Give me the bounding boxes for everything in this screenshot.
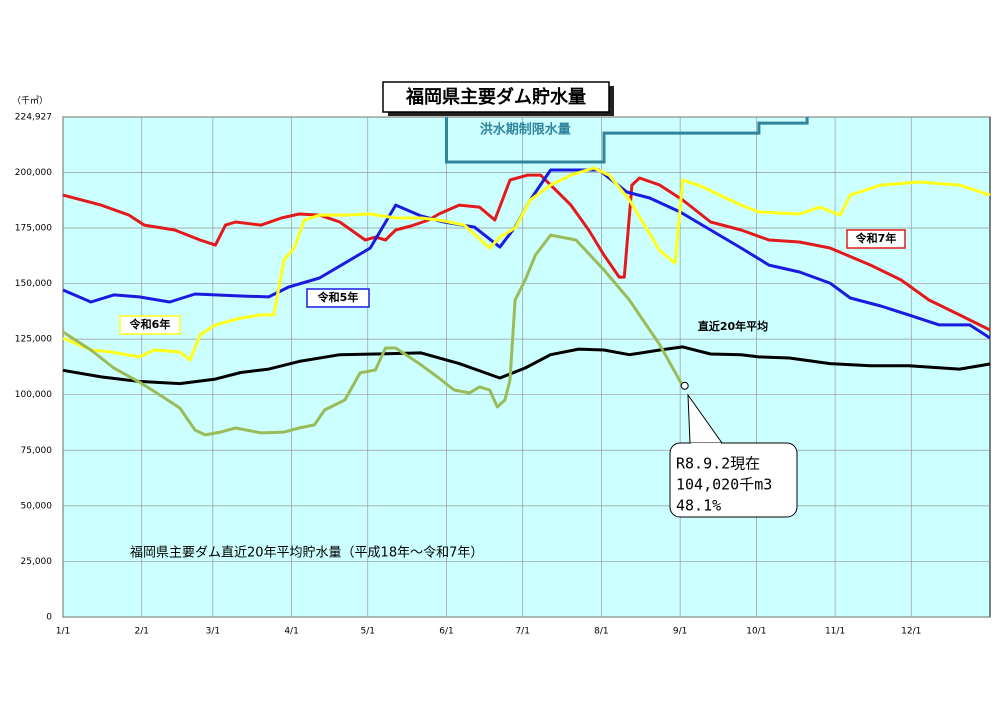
y-tick-label: 100,000 <box>15 390 52 400</box>
series-line <box>62 166 991 362</box>
y-tick-label: 125,000 <box>15 335 52 345</box>
y-tick-label: 150,000 <box>15 279 52 289</box>
legend-box <box>306 288 370 308</box>
y-tick-label: 25,000 <box>21 557 53 567</box>
flood-limit-label: 洪水期制限水量 <box>480 122 571 138</box>
x-tick-label: 4/1 <box>284 627 298 637</box>
legend-label: 直近20年平均 <box>698 319 768 333</box>
unit-label: （千㎥） <box>12 96 48 107</box>
y-tick-label: 175,000 <box>15 223 52 233</box>
callout-marker <box>680 381 689 390</box>
legend-box <box>119 315 181 335</box>
lines <box>62 117 991 437</box>
y-tick-label: 0 <box>46 613 52 623</box>
y-tick-label: 224,927 <box>15 113 52 123</box>
series-line <box>62 233 685 437</box>
chart-title: 福岡県主要ダム貯水量 <box>405 86 586 108</box>
callout-box <box>669 442 798 518</box>
x-tick-label: 11/1 <box>825 627 845 637</box>
x-tick-label: 9/1 <box>673 627 687 637</box>
annotation: 福岡県主要ダム直近20年平均貯水量（平成18年～令和7年） <box>130 546 483 561</box>
series-line <box>62 173 991 332</box>
x-tick-label: 2/1 <box>134 627 148 637</box>
legend-box <box>846 229 906 249</box>
x-tick-label: 8/1 <box>594 627 608 637</box>
x-tick-label: 6/1 <box>439 627 453 637</box>
y-tick-label: 50,000 <box>21 501 53 511</box>
x-tick-label: 7/1 <box>515 627 529 637</box>
callout-text: 104,020千m3 <box>676 476 772 494</box>
x-tick-label: 5/1 <box>361 627 375 637</box>
legend-label: 令和6年 <box>129 317 171 331</box>
grid <box>62 116 990 618</box>
title-box <box>382 81 610 113</box>
legend-label: 令和5年 <box>317 290 359 304</box>
x-tick-label: 10/1 <box>746 627 766 637</box>
x-tick-label: 1/1 <box>56 627 70 637</box>
x-tick-label: 3/1 <box>206 627 220 637</box>
series-line <box>62 345 991 386</box>
y-tick-label: 200,000 <box>15 168 52 178</box>
flood-limit-line <box>445 117 809 164</box>
legend-label: 令和7年 <box>855 231 897 245</box>
y-tick-label: 75,000 <box>21 446 53 456</box>
callout-text: 48.1% <box>676 497 721 515</box>
x-tick-label: 12/1 <box>901 627 921 637</box>
callout-text: R8.9.2現在 <box>676 455 760 473</box>
